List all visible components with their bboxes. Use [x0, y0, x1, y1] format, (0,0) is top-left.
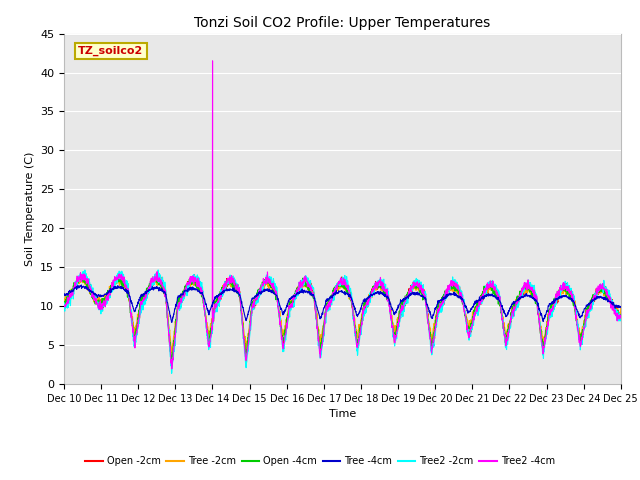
Legend: Open -2cm, Tree -2cm, Open -4cm, Tree -4cm, Tree2 -2cm, Tree2 -4cm: Open -2cm, Tree -2cm, Open -4cm, Tree -4…	[81, 453, 559, 470]
Text: TZ_soilco2: TZ_soilco2	[78, 46, 143, 56]
Y-axis label: Soil Temperature (C): Soil Temperature (C)	[24, 152, 35, 266]
X-axis label: Time: Time	[329, 409, 356, 419]
Title: Tonzi Soil CO2 Profile: Upper Temperatures: Tonzi Soil CO2 Profile: Upper Temperatur…	[195, 16, 490, 30]
